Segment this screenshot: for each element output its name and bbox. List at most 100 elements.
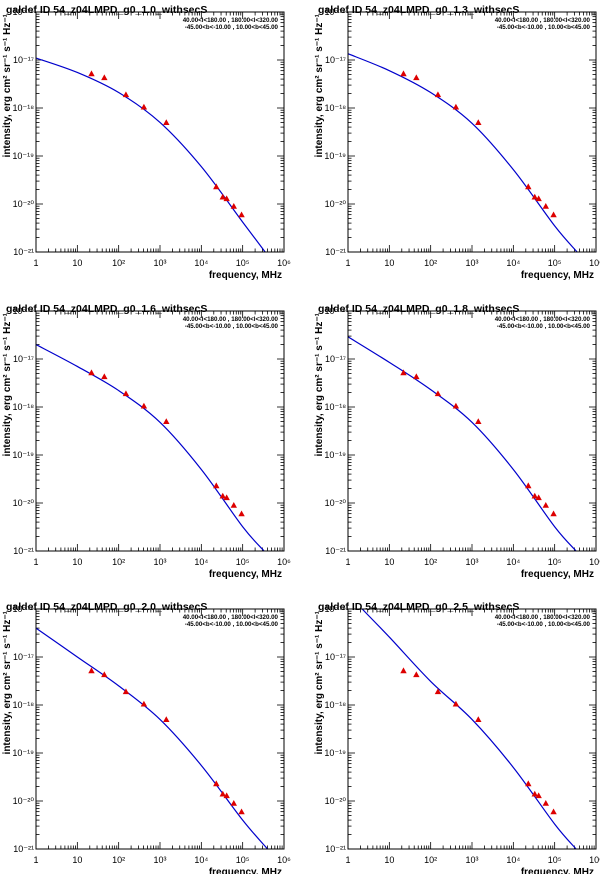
y-axis-label: intensity, erg cm² sr⁻¹ s⁻¹ Hz⁻¹ <box>314 610 325 754</box>
x-tick-label: 10 <box>72 258 82 268</box>
plot-frame <box>347 608 597 850</box>
chart-title: galdef ID 54_z04LMPD_g0_1.8_withsecS <box>318 303 519 315</box>
data-point-marker <box>400 70 407 77</box>
data-point-marker <box>413 373 420 380</box>
data-point-marker <box>452 700 460 707</box>
plot-area <box>348 12 596 252</box>
data-point-marker <box>219 193 226 200</box>
region-annotation-b: -45.00<b<-10.00 , 10.00<b<45.00 <box>185 621 279 628</box>
region-annotation-b: -45.00<b<-10.00 , 10.00<b<45.00 <box>497 24 591 31</box>
x-tick-label: 10⁴ <box>194 855 208 865</box>
data-point-marker <box>122 390 130 397</box>
data-point-marker <box>88 369 95 376</box>
data-point-marker <box>230 202 237 209</box>
data-point-marker <box>101 74 108 81</box>
data-point-marker <box>101 373 108 380</box>
y-tick-label: 10⁻¹⁷ <box>13 354 34 364</box>
x-tick-label: 10² <box>112 258 125 268</box>
model-curve <box>348 336 577 551</box>
x-tick-label: 10 <box>72 557 82 567</box>
y-tick-label: 10⁻²⁰ <box>325 796 347 806</box>
plot-area <box>36 12 284 252</box>
data-point-marker <box>452 402 460 409</box>
y-tick-label: 10⁻¹⁸ <box>324 402 346 412</box>
data-point-marker <box>230 501 237 508</box>
x-tick-label: 10⁵ <box>548 557 562 567</box>
x-axis-label: frequency, MHz <box>209 569 282 580</box>
y-tick-label: 10⁻¹⁹ <box>324 151 346 161</box>
chart-panel: 1 10 10² 10³ 10⁴ 10⁵ 10⁶ 10⁻²¹ 10⁻²⁰ 10⁻¹⁹ 10⁻¹⁸ 10… <box>2 601 291 874</box>
y-tick-label: 10⁻¹⁶ <box>325 306 347 316</box>
data-point-marker <box>542 501 549 508</box>
x-tick-label: 10⁵ <box>236 258 250 268</box>
data-point-marker <box>400 667 407 674</box>
y-tick-label: 10⁻¹⁸ <box>324 103 346 113</box>
x-tick-label: 10³ <box>153 557 166 567</box>
data-point-marker <box>219 790 226 797</box>
x-tick-label: 10⁶ <box>589 258 600 268</box>
x-tick-label: 10⁴ <box>506 557 520 567</box>
y-axis-label: intensity, erg cm² sr⁻¹ s⁻¹ Hz⁻¹ <box>314 13 325 157</box>
x-tick-label: 1 <box>345 258 350 268</box>
data-point-marker <box>525 482 532 489</box>
region-annotation-l: 40.00<l<180.00 , 180.00<l<320.00 <box>183 316 279 323</box>
region-annotation-b: -45.00<b<-10.00 , 10.00<b<45.00 <box>185 24 279 31</box>
y-tick-label: 10⁻¹⁶ <box>325 7 347 17</box>
region-annotation-b: -45.00<b<-10.00 , 10.00<b<45.00 <box>185 323 279 330</box>
plot-area <box>348 609 596 849</box>
x-axis-label: frequency, MHz <box>521 270 594 281</box>
x-tick-label: 1 <box>33 258 38 268</box>
y-tick-label: 10⁻¹⁹ <box>12 450 34 460</box>
model-curve <box>36 344 265 551</box>
y-tick-label: 10⁻²⁰ <box>13 796 35 806</box>
chart-panel: 1 10 10² 10³ 10⁴ 10⁵ 10⁶ 10⁻²¹ 10⁻²⁰ 10⁻¹⁹ 10⁻¹⁸ 10… <box>314 4 600 281</box>
chart-title: galdef ID 54_z04LMPD_g0_1.0_withsecS <box>6 4 207 16</box>
y-tick-label: 10⁻¹⁸ <box>12 700 34 710</box>
x-tick-label: 10³ <box>153 258 166 268</box>
plot-area <box>36 311 284 551</box>
plot-frame <box>35 11 285 253</box>
data-point-marker <box>535 195 542 202</box>
data-point-marker <box>238 211 245 218</box>
x-tick-label: 10 <box>384 855 394 865</box>
x-tick-label: 10⁵ <box>548 855 562 865</box>
region-annotation-b: -45.00<b<-10.00 , 10.00<b<45.00 <box>497 621 591 628</box>
data-point-marker <box>475 418 482 425</box>
data-point-marker <box>413 74 420 81</box>
y-tick-label: 10⁻²¹ <box>325 546 346 556</box>
x-tick-label: 10⁴ <box>194 258 208 268</box>
model-curve <box>348 53 578 252</box>
data-point-marker <box>230 799 237 806</box>
x-tick-label: 1 <box>345 557 350 567</box>
x-tick-label: 10² <box>112 855 125 865</box>
data-point-marker <box>163 418 170 425</box>
y-tick-label: 10⁻²¹ <box>325 844 346 854</box>
y-tick-label: 10⁻¹⁶ <box>325 604 347 614</box>
data-point-marker <box>140 402 148 409</box>
data-point-marker <box>163 716 170 723</box>
data-point-marker <box>535 494 542 501</box>
region-annotation-l: 40.00<l<180.00 , 180.00<l<320.00 <box>183 17 279 24</box>
y-tick-label: 10⁻²⁰ <box>13 199 35 209</box>
data-point-marker <box>223 195 230 202</box>
y-axis-label: intensity, erg cm² sr⁻¹ s⁻¹ Hz⁻¹ <box>314 312 325 456</box>
x-tick-label: 10² <box>112 557 125 567</box>
data-point-marker <box>238 808 245 815</box>
data-point-marker <box>550 211 557 218</box>
data-point-marker <box>452 103 460 110</box>
y-tick-label: 10⁻²¹ <box>13 247 34 257</box>
data-point-marker <box>475 716 482 723</box>
chart-title: galdef ID 54_z04LMPD_g0_1.3_withsecS <box>318 4 519 16</box>
chart-title: galdef ID 54_z04LMPD_g0_2.0_withsecS <box>6 601 207 613</box>
x-tick-label: 10⁶ <box>277 258 291 268</box>
data-point-marker <box>101 671 108 678</box>
plot-frame <box>35 310 285 552</box>
data-point-marker <box>475 119 482 126</box>
data-point-marker <box>531 790 538 797</box>
x-tick-label: 1 <box>33 855 38 865</box>
data-point-marker <box>525 780 532 787</box>
data-point-marker <box>531 193 538 200</box>
data-point-marker <box>550 510 557 517</box>
y-tick-label: 10⁻¹⁸ <box>324 700 346 710</box>
